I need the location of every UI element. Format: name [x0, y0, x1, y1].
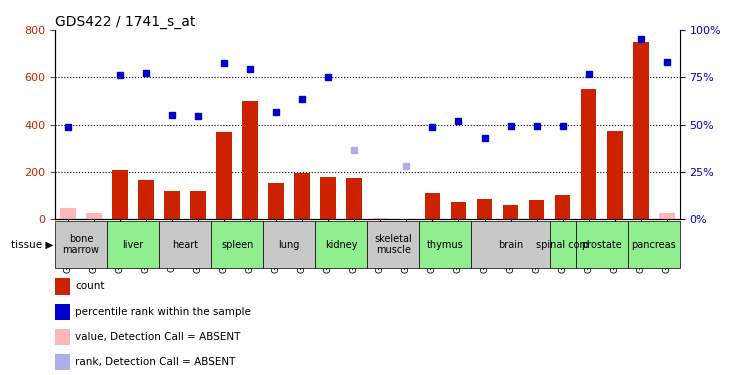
Bar	[138, 180, 154, 219]
Bar	[315, 221, 367, 268]
Bar	[55, 221, 107, 268]
Text: tissue ▶: tissue ▶	[11, 240, 53, 250]
Text: value, Detection Call = ABSENT: value, Detection Call = ABSENT	[75, 332, 240, 342]
Bar	[211, 221, 263, 268]
Bar	[633, 42, 648, 219]
Bar	[607, 130, 623, 219]
Text: rank, Detection Call = ABSENT: rank, Detection Call = ABSENT	[75, 357, 236, 368]
Bar	[420, 221, 471, 268]
Text: spleen: spleen	[221, 240, 254, 250]
Text: heart: heart	[172, 240, 198, 250]
Bar	[190, 191, 206, 219]
Text: percentile rank within the sample: percentile rank within the sample	[75, 307, 251, 317]
Bar	[503, 205, 518, 219]
Bar	[55, 278, 70, 294]
Bar	[242, 101, 258, 219]
Text: GDS422 / 1741_s_at: GDS422 / 1741_s_at	[55, 15, 195, 29]
Bar	[55, 329, 70, 345]
Bar	[367, 221, 420, 268]
Bar	[555, 195, 570, 219]
Bar	[107, 221, 159, 268]
Bar	[346, 178, 362, 219]
Text: spinal cord: spinal cord	[536, 240, 589, 250]
Text: count: count	[75, 281, 105, 291]
Text: pancreas: pancreas	[632, 240, 676, 250]
Bar	[575, 221, 628, 268]
Bar	[529, 200, 545, 219]
Text: skeletal
muscle: skeletal muscle	[374, 234, 412, 255]
Bar	[295, 173, 310, 219]
Text: liver: liver	[122, 240, 143, 250]
Text: bone
marrow: bone marrow	[62, 234, 99, 255]
Bar	[628, 221, 680, 268]
Bar	[263, 221, 315, 268]
Text: lung: lung	[279, 240, 300, 250]
Bar	[425, 194, 440, 219]
Bar	[164, 191, 180, 219]
Bar	[659, 213, 675, 219]
Text: thymus: thymus	[427, 240, 464, 250]
Text: kidney: kidney	[325, 240, 357, 250]
Bar	[550, 221, 575, 268]
Text: brain: brain	[498, 240, 523, 250]
Bar	[86, 213, 102, 219]
Bar	[373, 218, 388, 219]
Bar	[60, 207, 75, 219]
Bar	[55, 354, 70, 370]
Bar	[450, 202, 466, 219]
Bar	[581, 89, 596, 219]
Bar	[112, 170, 128, 219]
Bar	[477, 199, 492, 219]
Bar	[320, 177, 336, 219]
Text: prostate: prostate	[581, 240, 622, 250]
Bar	[471, 221, 550, 268]
Bar	[55, 304, 70, 320]
Bar	[216, 132, 232, 219]
Bar	[268, 183, 284, 219]
Bar	[159, 221, 211, 268]
